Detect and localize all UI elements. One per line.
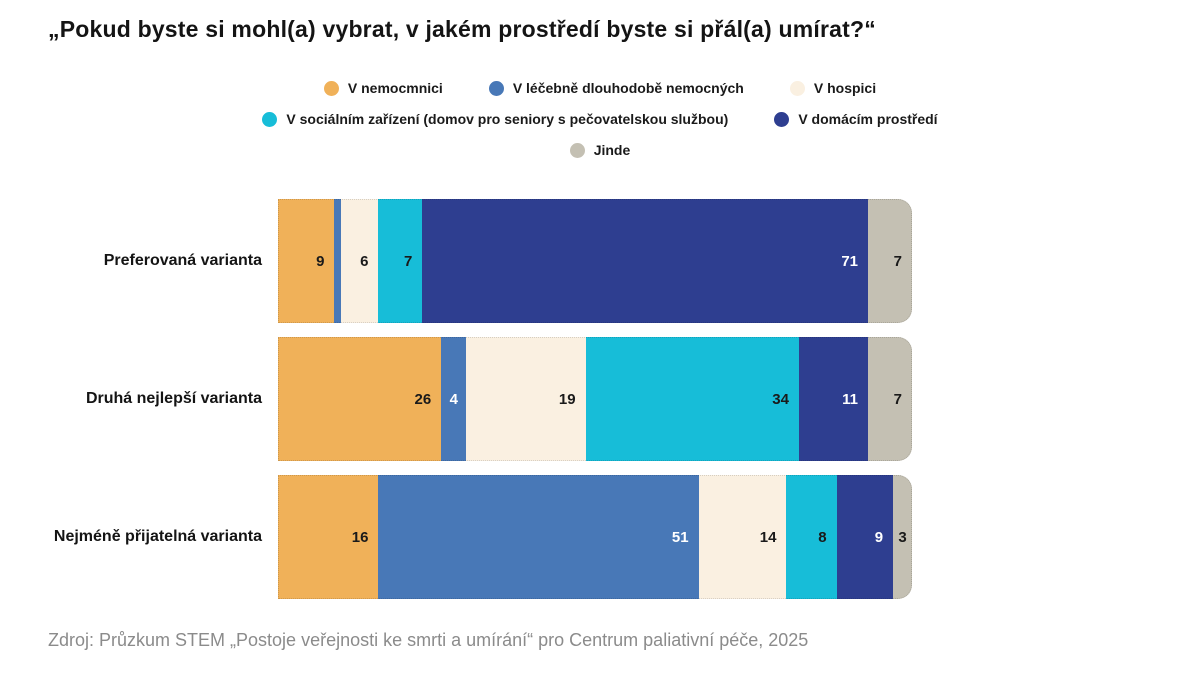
legend-label: V sociálním zařízení (domov pro seniory … (286, 111, 729, 127)
bar-segment (334, 199, 341, 323)
bar-segment: 71 (422, 199, 869, 323)
segment-value-label: 11 (842, 390, 859, 408)
bar-segment: 7 (868, 199, 912, 323)
legend-item: V domácím prostředí (774, 111, 938, 127)
stacked-bar: 16 51 14 8 9 3 (278, 475, 912, 599)
segment-value-label: 19 (558, 390, 576, 408)
bar-segment: 7 (378, 199, 423, 323)
source-credit: Zdroj: Průzkum STEM „Postoje veřejnosti … (48, 630, 809, 650)
legend-color-dot-icon (488, 80, 504, 96)
bar-segment: 4 (441, 337, 467, 461)
bar-segment: 3 (893, 475, 912, 599)
segment-value-label: 71 (841, 252, 859, 270)
stacked-bar-chart: Preferovaná varianta 9 6 7 71 7 Druhá nejlepší… (0, 199, 912, 599)
chart-title: „Pokud byste si mohl(a) vybrat, v jakém … (48, 16, 876, 42)
legend-color-dot-icon (789, 80, 805, 96)
legend-row: V nemocmnici V léčebně dlouhodobě nemocný… (0, 80, 1200, 96)
legend-item: V léčebně dlouhodobě nemocných (488, 80, 744, 96)
bar-row: Nejméně přijatelná varianta 16 51 14 8 9 3 (0, 475, 912, 599)
legend-label: Jinde (593, 142, 631, 158)
legend-color-dot-icon (774, 111, 790, 127)
legend-item: Jinde (569, 142, 631, 158)
legend-label: V domácím prostředí (798, 111, 938, 127)
legend-row: Jinde (0, 142, 1200, 158)
legend: V nemocmnici V léčebně dlouhodobě nemocný… (0, 80, 1200, 158)
stacked-bar: 9 6 7 71 7 (278, 199, 912, 323)
bar-segment: 9 (836, 475, 894, 599)
legend-label: V léčebně dlouhodobě nemocných (512, 80, 744, 96)
bar-segment: 9 (278, 199, 335, 323)
legend-color-dot-icon (262, 111, 278, 127)
legend-label: V hospici (813, 80, 877, 96)
segment-value-label: 16 (351, 528, 369, 546)
bar-segment: 51 (378, 475, 699, 599)
category-label: Druhá nejlepší varianta (85, 390, 262, 407)
bar-segment: 8 (786, 475, 837, 599)
segment-value-label: 7 (893, 390, 902, 408)
segment-value-label: 26 (414, 390, 432, 408)
bar-segment: 14 (698, 475, 787, 599)
legend-row: V sociálním zařízení (domov pro seniory … (0, 111, 1200, 127)
bar-segment: 16 (278, 475, 379, 599)
bar-segment: 19 (466, 337, 586, 461)
category-label: Preferovaná varianta (103, 252, 262, 269)
segment-value-label: 9 (874, 528, 884, 546)
bar-segment: 11 (798, 337, 869, 461)
segment-value-label: 3 (898, 528, 907, 546)
segment-value-label: 7 (893, 252, 902, 270)
bar-segment: 6 (340, 199, 379, 323)
segment-value-label: 9 (316, 252, 325, 270)
legend-item: V nemocmnici (323, 80, 443, 96)
segment-value-label: 4 (449, 390, 458, 408)
segment-value-label: 8 (818, 528, 827, 546)
segment-value-label: 51 (671, 528, 689, 546)
legend-color-dot-icon (323, 80, 339, 96)
segment-value-label: 14 (759, 528, 777, 546)
bar-row: Druhá nejlepší varianta 26 4 19 34 11 7 (0, 337, 912, 461)
legend-label: V nemocmnici (347, 80, 443, 96)
bar-segment: 7 (868, 337, 912, 461)
legend-item: V hospici (789, 80, 877, 96)
stacked-bar: 26 4 19 34 11 7 (278, 337, 912, 461)
segment-value-label: 7 (404, 252, 413, 270)
segment-value-label: 6 (360, 252, 369, 270)
legend-item: V sociálním zařízení (domov pro seniory … (262, 111, 728, 127)
segment-value-label: 34 (772, 390, 789, 408)
bar-row: Preferovaná varianta 9 6 7 71 7 (0, 199, 912, 323)
category-label: Nejméně přijatelná varianta (53, 528, 262, 545)
bar-segment: 26 (278, 337, 442, 461)
legend-color-dot-icon (569, 142, 585, 158)
bar-segment: 34 (585, 337, 799, 461)
